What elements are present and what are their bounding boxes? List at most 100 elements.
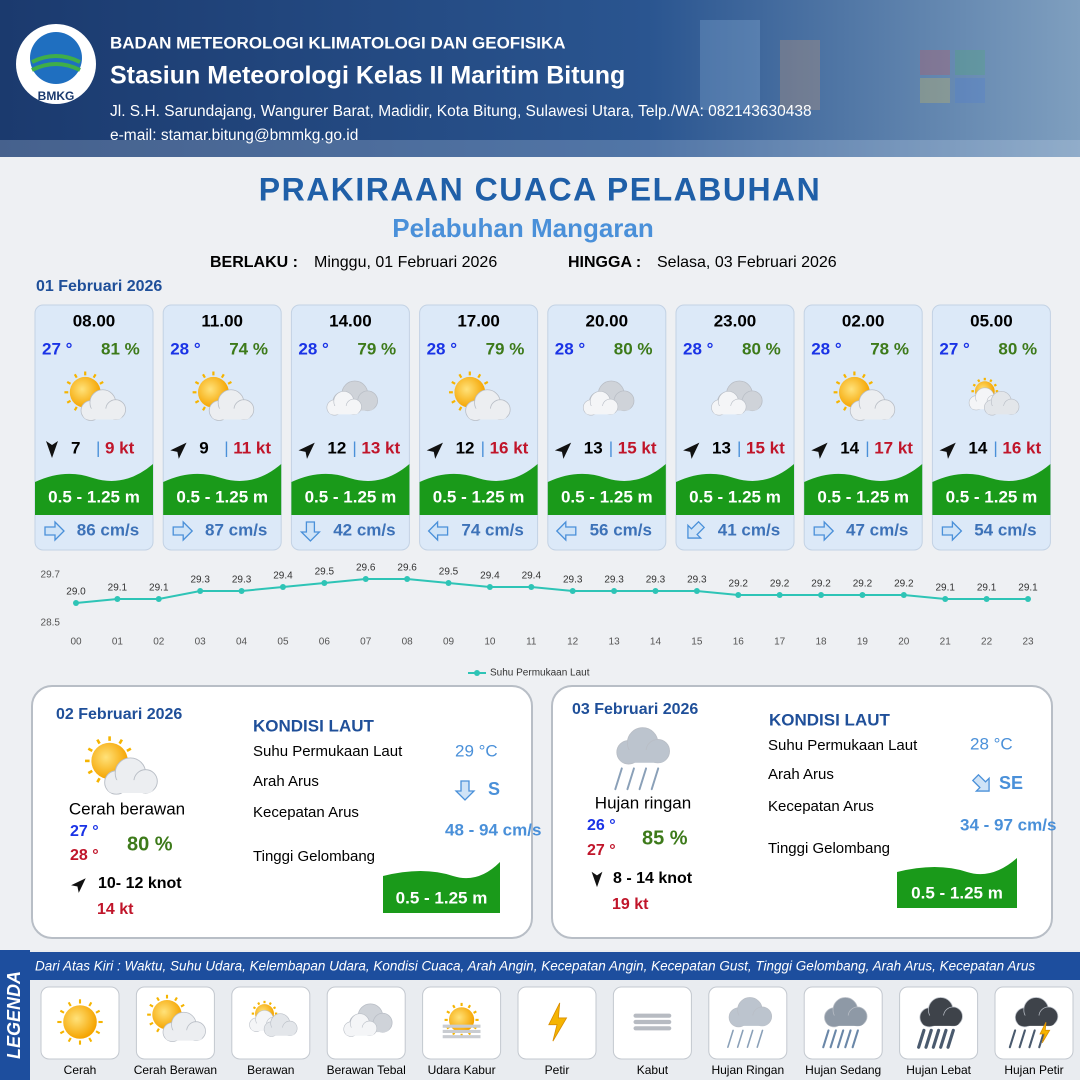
sun-ray [149, 1003, 154, 1008]
sea-label: Tinggi Gelombang [253, 848, 375, 865]
current-arrow [44, 520, 65, 542]
cloud [104, 757, 158, 795]
sun-ray [467, 1004, 472, 1009]
sun-ray [174, 996, 178, 1002]
current-speed: 42 cm/s [333, 520, 395, 539]
sun-ray [227, 380, 232, 385]
data-label: 29.1 [935, 583, 955, 594]
time: 08.00 [73, 311, 116, 330]
time: 20.00 [586, 311, 629, 330]
sun-ray [88, 1001, 93, 1007]
sun-ray [458, 373, 463, 379]
sun-ray [272, 1006, 277, 1010]
wind-arrow [46, 441, 58, 458]
current-arrow [454, 780, 476, 801]
legend-side [0, 950, 30, 1080]
wave-area [547, 464, 666, 515]
x-tick-label: 23 [1022, 637, 1034, 648]
cloud-part [985, 405, 1017, 415]
sea-label: Arah Arus [253, 773, 319, 790]
sun-ray [989, 379, 993, 383]
x-tick-label: 04 [236, 637, 248, 648]
cloud [208, 389, 255, 421]
current-speed: 74 cm/s [461, 520, 523, 539]
sun-ray [868, 380, 873, 385]
humidity: 74 % [229, 339, 268, 358]
cloud [80, 389, 126, 421]
data-label: 29.3 [604, 575, 624, 586]
sst-point [155, 596, 162, 602]
sea-label: Kecepatan Arus [768, 798, 874, 815]
sun [449, 1007, 475, 1033]
x-tick-label: 13 [609, 637, 621, 648]
sun-ray [194, 399, 200, 404]
x-tick-label: 16 [733, 637, 745, 648]
header-band [0, 0, 1080, 157]
wind-arrow [554, 442, 572, 459]
legend-swatch [474, 670, 480, 676]
sun-ray [451, 399, 456, 404]
wave-area [419, 464, 538, 515]
wind-speed: 12 [456, 438, 475, 457]
legend-caption-band [30, 952, 1080, 980]
sun-ray [99, 380, 104, 385]
wave-area [676, 464, 794, 515]
logo-waves [31, 54, 81, 72]
weather-icon [57, 999, 103, 1045]
sst-point [445, 580, 452, 586]
x-tick-label: 08 [402, 637, 414, 648]
wind-arrow [683, 442, 700, 459]
cloud-part [211, 408, 251, 420]
gust-speed: 19 kt [612, 896, 649, 913]
sun-ray [843, 373, 847, 379]
wave-height: 0.5 - 1.25 m [48, 487, 140, 506]
temp-min: 26 ° [587, 817, 616, 834]
x-tick-label: 09 [443, 637, 455, 648]
humidity: 80 % [742, 339, 781, 358]
sst-point [321, 580, 328, 586]
sun-ray [257, 1002, 261, 1006]
x-tick-label: 22 [981, 637, 993, 648]
weather-icon [633, 1013, 672, 1031]
sun-ray [66, 399, 72, 404]
sea-label: Suhu Permukaan Laut [253, 743, 403, 760]
weather-icon [192, 371, 255, 421]
gust-speed: 15 kt [746, 438, 785, 457]
data-label: 29.1 [977, 583, 997, 594]
cloud [582, 391, 619, 416]
cloud-part [265, 1027, 295, 1036]
sun-ray [252, 1006, 257, 1010]
sea-label: Arah Arus [768, 766, 834, 783]
condition: Cerah berawan [69, 799, 185, 818]
x-tick-label: 01 [112, 637, 124, 648]
data-label: 29.2 [894, 579, 914, 590]
rain [851, 1029, 859, 1049]
rain [650, 767, 660, 791]
data-label: 29.5 [439, 567, 459, 578]
data-label: 29.1 [108, 583, 128, 594]
weather-icon [614, 727, 670, 791]
sst-point [818, 592, 825, 598]
cloud [616, 727, 670, 765]
sun-ray [95, 1009, 101, 1014]
wave-height: 0.5 - 1.25 m [911, 883, 1003, 902]
sun-ray [59, 1030, 65, 1035]
condition: Hujan ringan [595, 793, 691, 812]
wave-height: 0.5 - 1.25 m [396, 888, 488, 907]
wind-speed: 10- 12 knot [98, 875, 182, 892]
current-speed: 41 cm/s [718, 520, 780, 539]
temp-max: 28 ° [70, 847, 99, 864]
gust-speed: 14 kt [97, 901, 134, 918]
time: 23.00 [714, 311, 757, 330]
data-label: 29.4 [480, 571, 500, 582]
current-speed: 34 - 97 cm/s [960, 815, 1056, 834]
separator: | [865, 438, 869, 457]
rain [931, 1028, 941, 1049]
rain [829, 1029, 837, 1049]
x-tick-label: 07 [360, 637, 372, 648]
sst-point [983, 596, 990, 602]
sun-ray [96, 738, 101, 745]
sst-point [776, 592, 783, 598]
cloud [984, 391, 1020, 416]
